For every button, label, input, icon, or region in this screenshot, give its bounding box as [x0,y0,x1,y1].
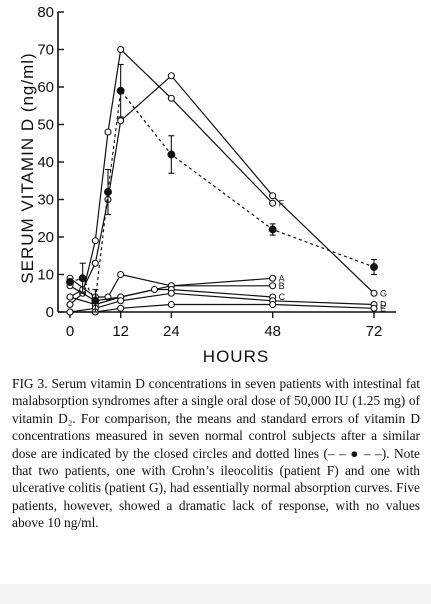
chart-marks: F G ABC DE [66,45,387,316]
control-data-point [91,296,100,305]
series-label: G [380,288,387,298]
data-point [370,289,378,297]
data-point [370,304,378,312]
control-data-point [116,86,125,95]
control-data-point [104,188,112,196]
control-data-point [370,263,378,271]
data-point [269,274,277,282]
y-tick-label: 30 [37,192,54,209]
x-tick-label: 48 [264,323,281,340]
y-tick-label: 60 [37,79,54,96]
data-point [91,237,99,245]
data-point [269,192,277,200]
data-point [66,300,74,309]
data-point [66,293,74,301]
series-label: D [380,300,387,310]
data-point [269,282,277,290]
y-tick-label: 80 [37,4,54,21]
x-axis-title: HOURS [203,347,269,366]
y-tick-label: 40 [37,154,54,171]
control-data-point [78,274,87,283]
data-point [117,270,125,279]
series-label: A [279,273,285,283]
y-axis-title: SERUM VITAMIN D (ng/ml) [18,52,37,283]
data-point [150,285,158,294]
data-point [167,289,175,297]
data-point [269,199,277,207]
data-point [269,300,277,309]
vitamin-d-chart: 0 10 20 30 40 50 60 70 80 0 12 24 48 72 F G ABC DE SERUM… [18,4,396,366]
data-point [117,297,125,305]
y-tick-label: 70 [37,42,54,59]
series-line [70,303,375,313]
caption-lead: FIG 3. [12,376,48,391]
x-tick-label: 72 [366,323,383,340]
y-tick-label: 50 [37,117,54,134]
data-point [104,128,112,136]
y-tick-label: 0 [46,304,54,321]
data-point [117,304,125,312]
control-data-point [167,150,176,159]
x-tick-label: 24 [163,323,180,340]
chart-axes: 0 10 20 30 40 50 60 70 80 0 12 24 48 72 [37,4,396,340]
x-tick-label: 12 [112,323,129,340]
data-point [91,259,99,267]
series-line [69,292,375,313]
y-tick-label: 10 [37,267,54,284]
series-label: B [279,281,285,291]
data-point [117,45,125,54]
figure-caption: FIG 3. Serum vitamin D concentrations in… [12,375,420,532]
x-tick-label: 0 [66,323,74,340]
series-label: C [279,292,286,302]
data-point [167,94,175,102]
series-line [69,74,375,298]
series-label: F [279,198,285,208]
bottom-bar [0,584,431,604]
control-data-point [268,225,277,234]
caption-text: Serum vitamin D concentrations in seven … [12,376,421,531]
control-mean-line [69,89,375,303]
data-point [66,308,74,316]
control-data-point [66,278,74,286]
series-line [69,48,274,305]
data-point [117,117,125,125]
y-tick-label: 20 [37,229,54,246]
data-point [167,72,175,80]
series-label: E [380,303,386,313]
data-point [167,300,175,309]
series-line [69,288,273,306]
